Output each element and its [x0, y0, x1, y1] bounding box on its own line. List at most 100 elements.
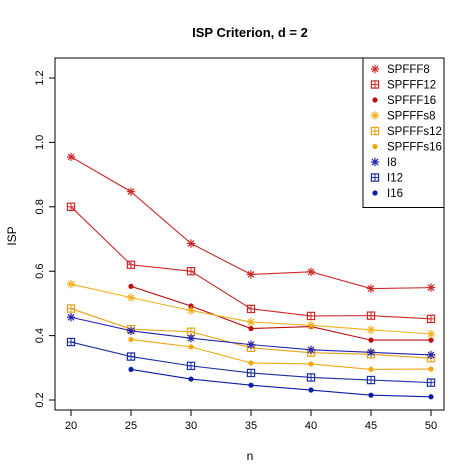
series-line-spfff16 [130, 285, 431, 341]
data-point-i12-n50 [426, 378, 436, 387]
legend-marker-i16 [372, 190, 378, 196]
data-point-i16-n35 [248, 382, 254, 388]
data-point-spfff8-n50 [426, 283, 436, 292]
y-tick-label-1: 0.4 [34, 328, 46, 343]
x-tick-label-50: 50 [425, 420, 437, 432]
y-tick-label-2: 0.6 [34, 264, 46, 279]
series-spfff16 [128, 283, 434, 343]
data-point-spfffs8-n20 [66, 279, 76, 289]
legend-marker-i12 [370, 173, 380, 182]
data-point-spfff8-n45 [366, 284, 376, 293]
data-point-i12-n20 [66, 337, 76, 347]
series-spfff12 [66, 202, 436, 324]
x-tick-label-35: 35 [245, 420, 257, 432]
data-point-spfff12-n25 [126, 260, 136, 269]
data-point-spfffs8-n35 [246, 317, 256, 327]
data-point-i16-n45 [368, 392, 374, 398]
data-point-spfffs16-n45 [368, 366, 374, 373]
data-point-spfff8-n20 [66, 152, 76, 162]
data-point-i16-n25 [128, 366, 134, 373]
data-point-spfffs8-n50 [426, 329, 436, 339]
data-point-i8-n30 [186, 333, 196, 343]
axes: 20 25 30 35 40 45 50 0.2 0.4 0.6 0.8 1.0 1.2 [34, 70, 437, 432]
data-point-spfffs8-n25 [126, 293, 136, 302]
legend-marker-spfffs8 [370, 111, 380, 120]
data-point-i12-n45 [366, 375, 376, 385]
data-point-spfff16-n50 [428, 337, 434, 343]
x-tick-label-30: 30 [185, 420, 197, 432]
legend-label-i12: I12 [387, 173, 403, 185]
data-point-spfff8-n40 [306, 267, 316, 277]
data-point-i12-n40 [306, 373, 316, 382]
data-point-spfffs8-n30 [186, 306, 196, 315]
y-tick-label-3: 0.8 [34, 199, 46, 214]
data-point-spfff8-n30 [186, 239, 196, 248]
series-spfffs16 [128, 336, 434, 373]
legend-box [362, 57, 445, 208]
data-point-spfffs16-n25 [128, 336, 134, 343]
data-point-spfffs16-n50 [428, 366, 434, 372]
data-point-spfff12-n20 [66, 202, 76, 211]
data-point-i16-n50 [428, 394, 434, 400]
data-point-i12-n25 [126, 352, 136, 361]
data-point-spfff16-n30 [188, 303, 194, 309]
y-tick-label-0: 0.2 [34, 392, 46, 407]
series-i16 [128, 366, 434, 400]
data-point-spfffs16-n40 [308, 361, 314, 367]
series-line-spfffs16 [130, 338, 432, 370]
series-spfff8 [66, 152, 436, 293]
series-lines [66, 152, 436, 400]
legend-label-spfffs16: SPFFFs16 [387, 142, 442, 154]
legend-label-spfffs12: SPFFFs12 [387, 126, 442, 138]
x-tick-label-40: 40 [305, 420, 317, 432]
series-i8 [66, 313, 436, 360]
legend-marker-i8 [370, 157, 380, 167]
data-point-spfff8-n35 [246, 270, 256, 279]
data-point-spfffs16-n35 [248, 360, 254, 366]
data-point-spfff16-n35 [248, 325, 254, 332]
data-point-spfff16-n25 [128, 283, 134, 289]
legend-marker-spfff16 [372, 97, 378, 103]
legend-marker-spfff12 [370, 80, 380, 89]
series-line-i16 [130, 368, 432, 398]
x-tick-label-25: 25 [125, 420, 137, 432]
data-point-spfff12-n50 [426, 314, 436, 324]
x-tick-label-45: 45 [365, 420, 377, 432]
series-spfffs8 [66, 279, 436, 339]
data-point-i16-n30 [188, 376, 194, 382]
legend-label-spfff12: SPFFF12 [387, 80, 436, 92]
data-point-i16-n40 [308, 387, 314, 393]
chart-title: ISP Criterion, d = 2 [192, 25, 308, 40]
data-point-spfff8-n25 [126, 187, 136, 196]
data-point-i8-n35 [246, 340, 256, 349]
data-point-i8-n45 [366, 348, 376, 357]
legend-marker-spfffs12 [370, 126, 380, 136]
data-point-i8-n40 [306, 345, 316, 354]
legend-marker-spfff8 [370, 64, 380, 74]
y-axis-label: ISP [5, 226, 19, 245]
data-point-spfff16-n45 [368, 337, 374, 343]
data-point-i12-n35 [246, 368, 256, 378]
data-point-i12-n30 [186, 361, 196, 371]
legend-label-i16: I16 [387, 188, 403, 200]
data-point-spfffs12-n20 [66, 304, 76, 313]
x-axis-label: n [247, 449, 254, 463]
legend: SPFFF8 SPFFF12 SPFFF16 SPFFFs8 SPFFFs12 SPFFF… [362, 57, 445, 208]
data-point-spfffs16-n30 [188, 344, 194, 350]
y-tick-label-4: 1.0 [34, 135, 46, 150]
legend-label-spfffs8: SPFFFs8 [387, 111, 436, 123]
legend-label-spfff8: SPFFF8 [387, 64, 430, 76]
legend-marker-spfffs16 [372, 143, 378, 150]
x-tick-label-20: 20 [65, 420, 77, 432]
legend-label-i8: I8 [387, 157, 397, 169]
data-point-i8-n25 [126, 326, 136, 335]
legend-label-spfff16: SPFFF16 [387, 95, 436, 107]
data-point-spfffs8-n40 [306, 321, 316, 330]
y-tick-label-5: 1.2 [34, 70, 46, 85]
data-point-spfff12-n30 [186, 267, 196, 276]
series-line-spfff12 [70, 206, 432, 320]
data-point-spfffs8-n45 [366, 325, 376, 335]
data-point-i8-n20 [66, 313, 76, 322]
data-point-spfff12-n35 [246, 304, 256, 314]
